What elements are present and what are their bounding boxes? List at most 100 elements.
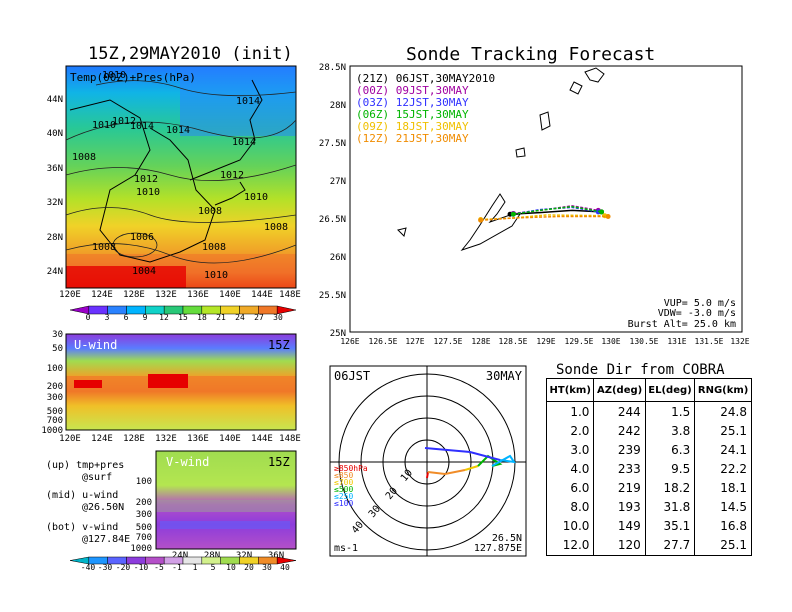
track-legend-entry: (21Z) 06JST,30MAY2010	[356, 72, 495, 85]
colorbar-tick: 6	[124, 313, 129, 322]
isobar-label: 1012	[134, 174, 158, 185]
track-lon-ticks: 126E 126.5E 127E 127.5E 128E 128.5E 129E…	[340, 337, 749, 346]
isobar-label: 1010	[92, 120, 116, 131]
lon-tick: 132E	[155, 290, 177, 300]
pres-tick: 50	[52, 344, 63, 354]
pressure-legend-entry: ≤250	[334, 492, 353, 501]
track-endpoint	[478, 217, 484, 223]
v-wind-time: 15Z	[268, 455, 290, 469]
lon-tick: 140E	[219, 434, 241, 444]
isobar-label: 1008	[92, 242, 116, 253]
table-cell: 4.0	[545, 459, 595, 479]
isobar-label: 1012	[112, 116, 136, 127]
colorbar-tick: -1	[172, 563, 182, 572]
colorbar-tick: 3	[105, 313, 110, 322]
track-endpoint	[599, 209, 605, 215]
isobar-label: 1008	[72, 152, 96, 163]
lon-tick: 131E	[667, 337, 686, 346]
lat-tick: 28N	[330, 101, 346, 111]
colorbar-tick: 18	[197, 313, 207, 322]
table-cell: 22.2	[694, 459, 752, 479]
pres-tick: 1000	[41, 426, 63, 436]
lon-tick: 130.5E	[630, 337, 659, 346]
table-row: 3.0 239 6.3 24.1	[545, 440, 752, 460]
panel-a-lat-ticks: 44N 40N 36N 32N 28N 24N	[47, 95, 63, 277]
v-wind-pres-ticks: 100 200 300 500 700 1000	[130, 477, 152, 554]
colorbar-swatch	[276, 556, 297, 565]
u-wind-label: U-wind	[74, 338, 117, 352]
panel-a-field-label: Temp(00Z)+Pres(hPa)	[70, 71, 196, 84]
isobar-label: 1006	[130, 232, 154, 243]
isobar-label: 1010	[136, 187, 160, 198]
colorbar-swatch	[276, 305, 297, 315]
table-cell: 24.8	[694, 401, 752, 422]
table-cell: 16.8	[694, 516, 752, 536]
lon-tick: 127E	[405, 337, 424, 346]
sonde-direction-table: HT(km) AZ(deg) EL(deg) RNG(km) 1.0 244 1.5…	[545, 378, 752, 556]
pres-tick: 1000	[130, 544, 152, 554]
lon-tick: 130E	[601, 337, 620, 346]
col-header-el: EL(deg)	[644, 378, 696, 402]
colorbar-tick: 21	[216, 313, 226, 322]
lat-tick: 40N	[47, 129, 63, 139]
temperature-colorbar-ticks: 0 3 6 9 12 15 18 21 24 27 30	[86, 313, 283, 322]
lat-tick: 24N	[47, 267, 63, 277]
track-legend-entry: (09Z) 18JST,30MAY	[356, 120, 469, 133]
note-line: (mid) u-wind	[46, 490, 119, 501]
hodograph-segment	[477, 454, 503, 467]
table-cell: 3.0	[545, 440, 595, 460]
u-wind-pres-ticks: 30 50 100 200 300 500 700 1000	[41, 330, 63, 436]
table-row: 12.0 120 27.7 25.1	[545, 535, 752, 556]
track-map-title: Sonde Tracking Forecast	[406, 44, 656, 65]
table-header-row: HT(km) AZ(deg) EL(deg) RNG(km)	[545, 378, 752, 402]
pres-tick: 300	[136, 510, 152, 520]
hodograph-segment	[491, 454, 517, 467]
colorbar-tick: 24	[235, 313, 245, 322]
table-cell: 18.2	[644, 478, 696, 498]
table-title: Sonde Dir from COBRA	[556, 362, 725, 378]
colorbar-tick: 12	[159, 313, 169, 322]
table-cell: 1.0	[545, 401, 595, 422]
lat-tick: 28.5N	[319, 63, 346, 73]
pressure-legend: ≥850hPa ≤850 ≤700 ≤500 ≤250 ≤100	[334, 464, 368, 508]
table-cell: 31.8	[644, 497, 696, 517]
lat-tick: 28N	[47, 233, 63, 243]
lon-tick: 129.5E	[565, 337, 594, 346]
lon-tick: 124E	[91, 290, 113, 300]
lat-tick: 24N	[172, 551, 188, 561]
table-row: 4.0 233 9.5 22.2	[545, 459, 752, 479]
table-cell: 2.0	[545, 421, 595, 441]
u-wind-lon-ticks: 120E 124E 128E 132E 136E 140E 144E 148E	[59, 434, 301, 444]
v-wind-lat-ticks: 24N 28N 32N 36N	[172, 551, 284, 561]
pressure-legend-entry: ≤850	[334, 471, 353, 480]
colorbar-tick: -5	[154, 563, 164, 572]
note-line: @127.84E	[82, 534, 131, 545]
hodograph-unit: ms-1	[334, 543, 358, 554]
u-wind-time: 15Z	[268, 338, 290, 352]
isobar-label: 1010	[204, 270, 228, 281]
v-wind-label: V-wind	[166, 455, 209, 469]
lon-tick: 148E	[279, 434, 301, 444]
isobar-label: 1008	[198, 206, 222, 217]
launch-parameters: VUP= 5.0 m/s VDW= -3.0 m/s Burst Alt= 25…	[628, 298, 736, 330]
lon-tick: 132E	[155, 434, 177, 444]
v-wind-colorbar-ticks: -40 -30 -20 -10 -5 -1 1 5 10 20 30 40	[81, 563, 290, 572]
colorbar-tick: 20	[244, 563, 254, 572]
isobar-label: 1008	[202, 242, 226, 253]
table-cell: 149	[593, 516, 646, 536]
table-cell: 3.8	[644, 421, 696, 441]
colorbar-tick: 5	[211, 563, 216, 572]
pressure-legend-entry: ≤100	[334, 499, 353, 508]
note-line: @surf	[82, 472, 113, 483]
lon-tick: 127.5E	[434, 337, 463, 346]
v-wind-colorbar	[69, 556, 297, 565]
table-cell: 25.1	[694, 535, 752, 556]
lon-tick: 128E	[123, 290, 145, 300]
note-bot: (bot) v-wind @127.84E	[46, 522, 130, 546]
table-cell: 8.0	[545, 497, 595, 517]
track-line	[513, 205, 602, 215]
lon-tick: 120E	[59, 290, 81, 300]
lat-tick: 28N	[204, 551, 220, 561]
lat-tick: 27N	[330, 177, 346, 187]
table-cell: 193	[593, 497, 646, 517]
